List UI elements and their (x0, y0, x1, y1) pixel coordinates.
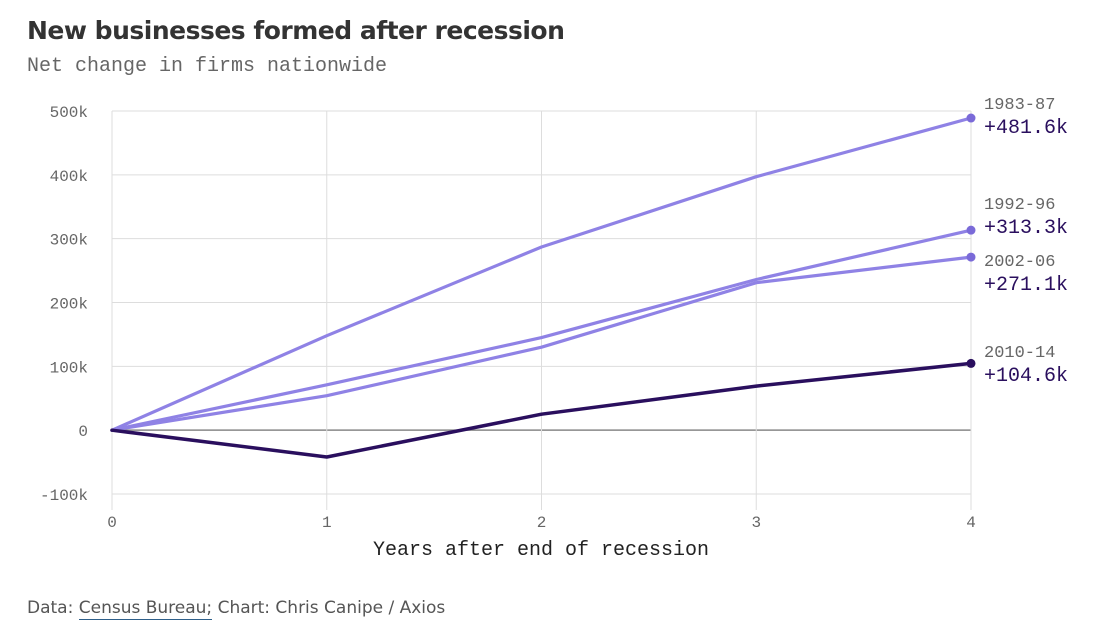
y-tick-label: 100k (50, 359, 88, 377)
series-name-label: 1992-96 (984, 196, 1055, 215)
series-endpoint-2010-14 (966, 358, 976, 368)
series-layer (110, 113, 976, 459)
y-tick-label: 400k (50, 168, 88, 186)
x-tick-label: 4 (966, 514, 976, 532)
series-endpoint-1992-96 (966, 225, 976, 235)
end-labels: 1983-87 +481.6k 1992-96 +313.3k 2002-06 +271.… (984, 96, 1068, 388)
chart-subtitle: Net change in firms nationwide (27, 55, 388, 78)
y-tick-label: 300k (50, 232, 88, 250)
series-value-label: +313.3k (984, 217, 1068, 240)
chart-title: New businesses formed after recession (27, 16, 565, 45)
series-name-label: 2002-06 (984, 253, 1055, 272)
x-tick-label: 2 (537, 514, 547, 532)
grid-layer (111, 110, 972, 510)
x-axis-ticks: 0 1 2 3 4 (107, 514, 976, 532)
series-endpoint-1983-87 (966, 113, 976, 123)
series-line-2002-06 (110, 255, 973, 432)
source-credit: Data: Census Bureau; Chart: Chris Canipe… (27, 598, 446, 620)
series-line-1992-96 (110, 228, 973, 432)
x-tick-label: 1 (322, 514, 332, 532)
y-tick-label: -100k (40, 487, 88, 505)
series-name-label: 1983-87 (984, 96, 1055, 115)
x-tick-label: 0 (107, 514, 117, 532)
census-bureau-link[interactable]: Census Bureau; (78, 598, 213, 620)
series-value-label: +271.1k (984, 274, 1068, 297)
series-line-2010-14 (110, 361, 973, 459)
y-axis-ticks: 500k 400k 300k 200k 100k 0 -100k (40, 104, 88, 505)
source-prefix: Data: (27, 598, 79, 618)
series-name-label: 2010-14 (984, 344, 1055, 363)
source-suffix: Chart: Chris Canipe / Axios (212, 598, 446, 618)
x-tick-label: 3 (751, 514, 761, 532)
series-line-1983-87 (110, 116, 973, 432)
series-endpoint-2002-06 (966, 252, 976, 262)
x-axis-label: Years after end of recession (373, 539, 709, 562)
series-value-label: +481.6k (984, 117, 1068, 140)
y-tick-label: 500k (50, 104, 88, 122)
series-value-label: +104.6k (984, 365, 1068, 388)
y-tick-label: 0 (78, 423, 88, 441)
y-tick-label: 200k (50, 296, 88, 314)
